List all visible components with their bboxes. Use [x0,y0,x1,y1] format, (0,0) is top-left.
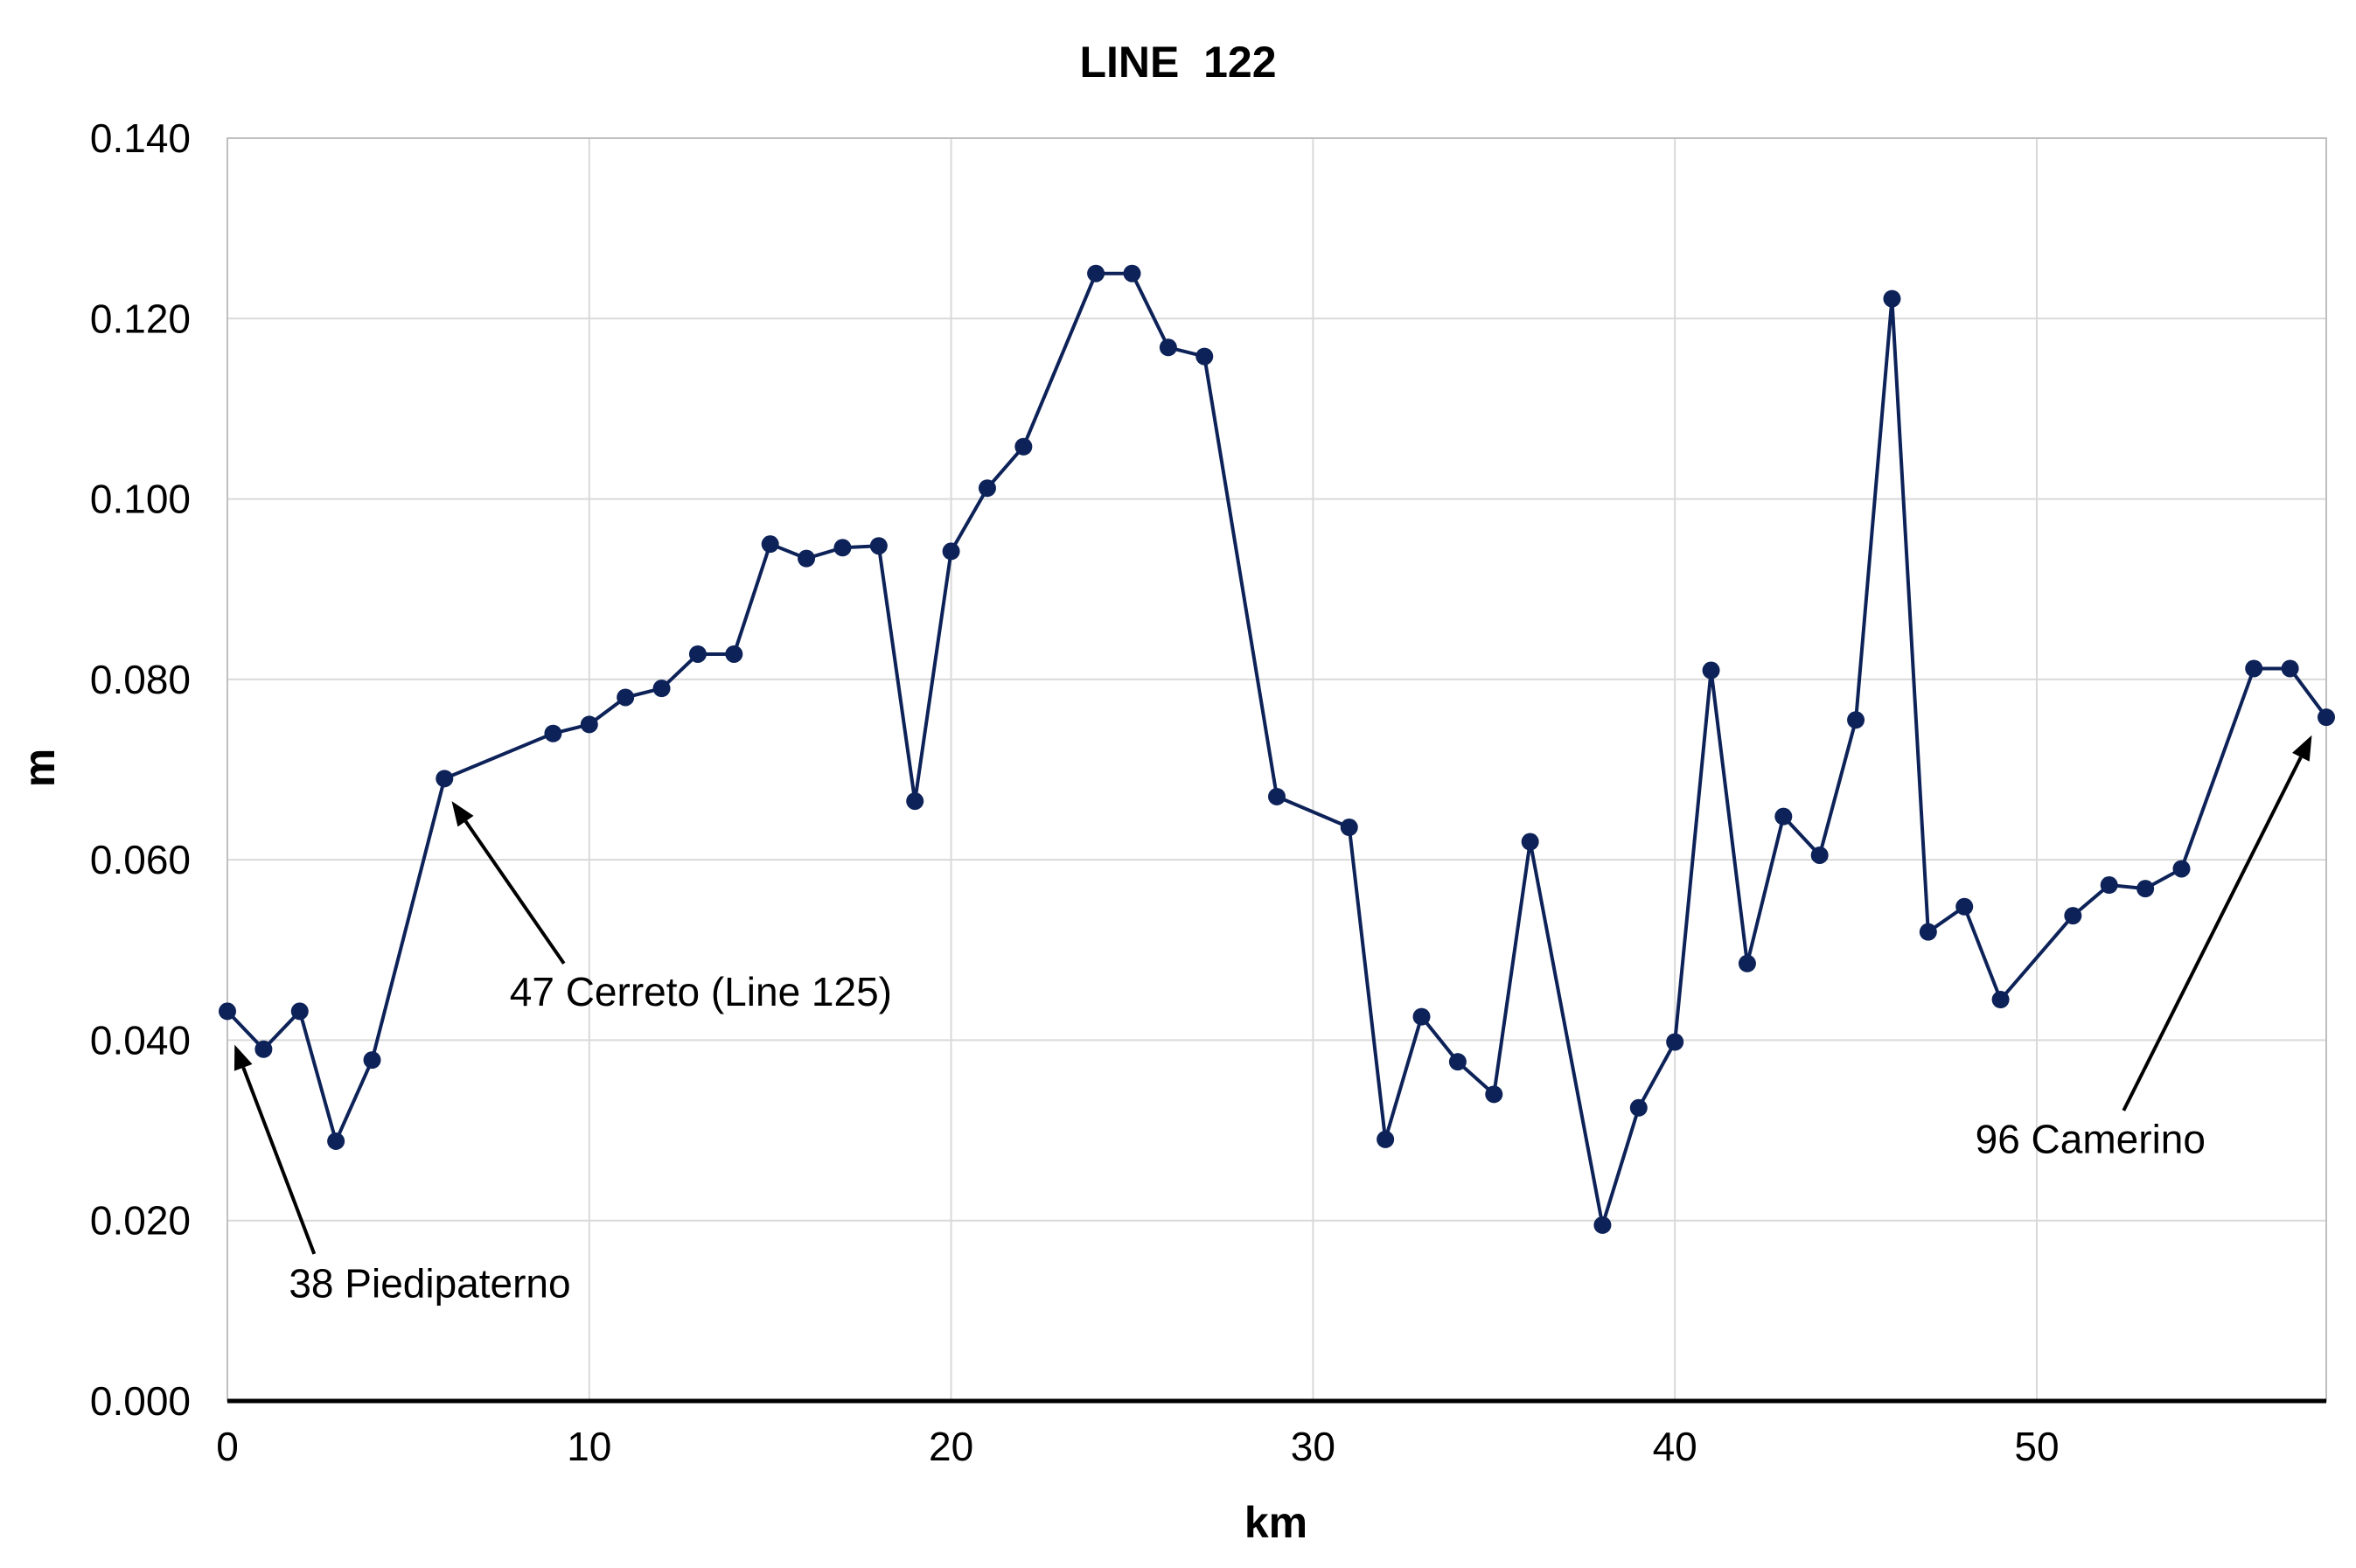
x-tick-label: 10 [567,1424,611,1469]
x-axis-label: km [1244,1498,1307,1547]
annotation-label: 38 Piedipaterno [289,1260,570,1306]
data-point [2100,876,2118,895]
data-point [1159,338,1177,357]
data-point [1014,437,1033,456]
data-point [327,1132,345,1150]
annotation-arrowhead [234,1044,253,1071]
data-point [254,1040,273,1058]
plot-area [227,137,2327,1402]
data-point [906,792,924,811]
data-point [833,539,852,557]
data-point [1883,289,1901,308]
x-tick-labels: 0 10 20 30 40 50 [216,1424,2059,1469]
x-tick-label: 50 [2014,1424,2059,1469]
series-line-layer [226,271,2328,1227]
x-tick-label: 40 [1653,1424,1697,1469]
y-tick-label: 0.100 [90,477,191,522]
data-point [1593,1216,1612,1234]
gridlines [227,138,2326,1401]
data-point [1738,954,1756,972]
data-point [1268,787,1286,805]
annotations: 38 Piedipaterno 47 Cerreto (Line 125) 96 C… [234,735,2312,1306]
y-tick-label: 0.120 [90,296,191,341]
data-point [1377,1130,1395,1148]
y-tick-label: 0.020 [90,1198,191,1244]
data-point [652,679,671,698]
data-point [1774,807,1793,826]
y-tick-label: 0.080 [90,657,191,702]
annotation-arrowhead [451,801,474,827]
data-point [617,688,635,707]
data-point [1629,1098,1648,1117]
data-point [798,549,816,568]
data-point [978,479,996,498]
data-point [1123,264,1141,282]
data-point [2136,880,2155,898]
data-point [1702,661,1720,679]
data-point [2281,659,2299,678]
x-tick-label: 30 [1291,1424,1335,1469]
annotation-label: 96 Camerino [1976,1116,2206,1161]
data-point [1991,991,2010,1009]
annotation-arrow-line [241,1067,317,1255]
data-point [1955,897,1974,916]
data-point [1810,846,1829,864]
data-point [2064,907,2082,925]
data-point [725,645,743,663]
y-tick-labels: 0.000 0.020 0.040 0.060 0.080 0.100 0.120 0.140 [90,115,191,1424]
data-point [761,535,779,554]
y-tick-label: 0.040 [90,1017,191,1063]
annotation-arrowhead [2292,735,2312,762]
x-tick-label: 0 [216,1424,239,1469]
data-point [1847,711,1865,729]
data-point [1087,264,1105,282]
y-tick-label: 0.140 [90,115,191,161]
data-point [1412,1007,1431,1026]
data-point [436,770,454,788]
data-point [869,537,888,555]
data-point [1195,347,1214,366]
data-point [1666,1033,1684,1051]
annotation-label: 47 Cerreto (Line 125) [510,969,892,1014]
y-tick-label: 0.060 [90,837,191,882]
data-point [1340,819,1358,837]
y-axis-label: m [15,749,64,787]
data-point [290,1002,309,1021]
data-point [544,724,562,742]
annotation-arrow-line [2122,756,2303,1112]
data-point [2172,860,2191,878]
annotation-arrow-line [464,819,566,965]
y-tick-label: 0.000 [90,1378,191,1424]
data-point [1448,1053,1467,1071]
series-line [226,271,2328,1227]
chart-title: LINE 122 [1079,38,1276,87]
data-point [219,1002,236,1021]
data-point [580,715,598,734]
data-point [688,645,707,663]
data-point [2245,659,2263,678]
data-point [2318,708,2335,727]
data-point [1521,833,1539,851]
data-point [1919,923,1937,941]
data-point [363,1051,381,1070]
data-point [1485,1085,1503,1104]
x-tick-label: 20 [929,1424,973,1469]
data-point [942,542,960,561]
data-points [219,264,2335,1234]
